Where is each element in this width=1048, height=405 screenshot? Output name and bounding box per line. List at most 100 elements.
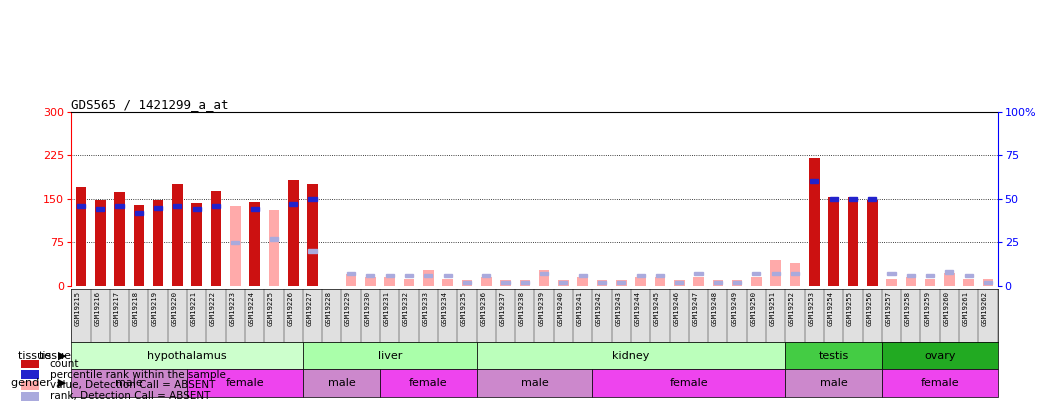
- Bar: [675, 281, 683, 284]
- Text: kidney: kidney: [612, 351, 650, 360]
- Text: GSM19242: GSM19242: [596, 291, 602, 326]
- Bar: [790, 263, 801, 286]
- Text: GSM19223: GSM19223: [230, 291, 236, 326]
- Text: GSM19220: GSM19220: [172, 291, 177, 326]
- Text: GSM19240: GSM19240: [558, 291, 564, 326]
- Text: GSM19222: GSM19222: [210, 291, 216, 326]
- Bar: [598, 281, 606, 284]
- Text: GSM19229: GSM19229: [345, 291, 351, 326]
- Bar: [385, 277, 395, 286]
- Bar: [500, 280, 510, 286]
- Bar: [520, 280, 530, 286]
- Text: GDS565 / 1421299_a_at: GDS565 / 1421299_a_at: [71, 98, 228, 111]
- Bar: [365, 277, 376, 286]
- Text: GSM19247: GSM19247: [693, 291, 699, 326]
- Text: GSM19239: GSM19239: [538, 291, 544, 326]
- Text: GSM19219: GSM19219: [152, 291, 158, 326]
- Text: male: male: [115, 378, 143, 388]
- Bar: [791, 272, 799, 275]
- Bar: [77, 204, 85, 208]
- Bar: [944, 273, 955, 286]
- Bar: [442, 279, 453, 286]
- Text: GSM19256: GSM19256: [867, 291, 872, 326]
- Bar: [308, 249, 316, 253]
- Bar: [154, 205, 162, 210]
- Bar: [926, 274, 934, 277]
- Bar: [308, 197, 316, 201]
- Bar: [303, 369, 380, 397]
- Bar: [230, 206, 241, 286]
- Text: GSM19261: GSM19261: [963, 291, 968, 326]
- Bar: [881, 342, 998, 369]
- Bar: [307, 184, 318, 286]
- Text: male: male: [521, 378, 548, 388]
- Bar: [443, 274, 452, 277]
- Text: female: female: [409, 378, 447, 388]
- Text: GSM19259: GSM19259: [924, 291, 931, 326]
- Bar: [481, 277, 492, 286]
- Bar: [734, 281, 741, 284]
- Bar: [655, 277, 665, 286]
- Bar: [347, 272, 355, 275]
- Text: female: female: [920, 378, 959, 388]
- Text: GSM19233: GSM19233: [422, 291, 429, 326]
- Text: GSM19216: GSM19216: [94, 291, 101, 326]
- Bar: [905, 277, 916, 286]
- Text: GSM19257: GSM19257: [886, 291, 892, 326]
- Bar: [193, 207, 201, 211]
- Bar: [785, 369, 881, 397]
- Bar: [674, 280, 684, 286]
- Bar: [133, 205, 145, 286]
- Bar: [153, 200, 163, 286]
- Bar: [232, 241, 239, 244]
- Text: gender  ▶: gender ▶: [10, 378, 66, 388]
- Text: GSM19258: GSM19258: [904, 291, 911, 326]
- Text: GSM19248: GSM19248: [712, 291, 718, 326]
- Text: GSM19221: GSM19221: [191, 291, 197, 326]
- Text: GSM19218: GSM19218: [133, 291, 138, 326]
- Text: liver: liver: [377, 351, 402, 360]
- Bar: [539, 270, 549, 286]
- Bar: [270, 237, 278, 241]
- Text: rank, Detection Call = ABSENT: rank, Detection Call = ABSENT: [50, 391, 211, 401]
- Bar: [502, 281, 509, 284]
- Bar: [963, 279, 974, 286]
- Bar: [461, 280, 473, 286]
- Text: GSM19244: GSM19244: [635, 291, 640, 326]
- Bar: [114, 192, 125, 286]
- Bar: [848, 197, 858, 286]
- Bar: [115, 204, 124, 208]
- Bar: [849, 197, 857, 201]
- Text: GSM19249: GSM19249: [732, 291, 737, 326]
- Text: GSM19232: GSM19232: [403, 291, 409, 326]
- Bar: [211, 191, 221, 286]
- Text: GSM19224: GSM19224: [248, 291, 255, 326]
- Bar: [540, 272, 548, 275]
- Text: GSM19250: GSM19250: [750, 291, 757, 326]
- Bar: [173, 204, 181, 208]
- Bar: [752, 272, 761, 275]
- Bar: [713, 280, 723, 286]
- Bar: [868, 197, 876, 201]
- Bar: [303, 342, 477, 369]
- Text: GSM19251: GSM19251: [769, 291, 776, 326]
- Bar: [367, 274, 374, 277]
- Bar: [924, 279, 936, 286]
- Bar: [403, 279, 414, 286]
- Bar: [71, 342, 303, 369]
- Bar: [785, 342, 881, 369]
- Text: GSM19235: GSM19235: [461, 291, 467, 326]
- Bar: [616, 280, 627, 286]
- Bar: [482, 274, 490, 277]
- Text: GSM19228: GSM19228: [326, 291, 332, 326]
- Bar: [95, 200, 106, 286]
- Text: GSM19237: GSM19237: [500, 291, 505, 326]
- Text: GSM19254: GSM19254: [828, 291, 833, 326]
- Bar: [249, 202, 260, 286]
- Bar: [560, 281, 567, 284]
- Bar: [75, 187, 86, 286]
- Bar: [192, 203, 202, 286]
- Bar: [830, 197, 837, 201]
- Bar: [656, 274, 664, 277]
- Bar: [21, 371, 40, 379]
